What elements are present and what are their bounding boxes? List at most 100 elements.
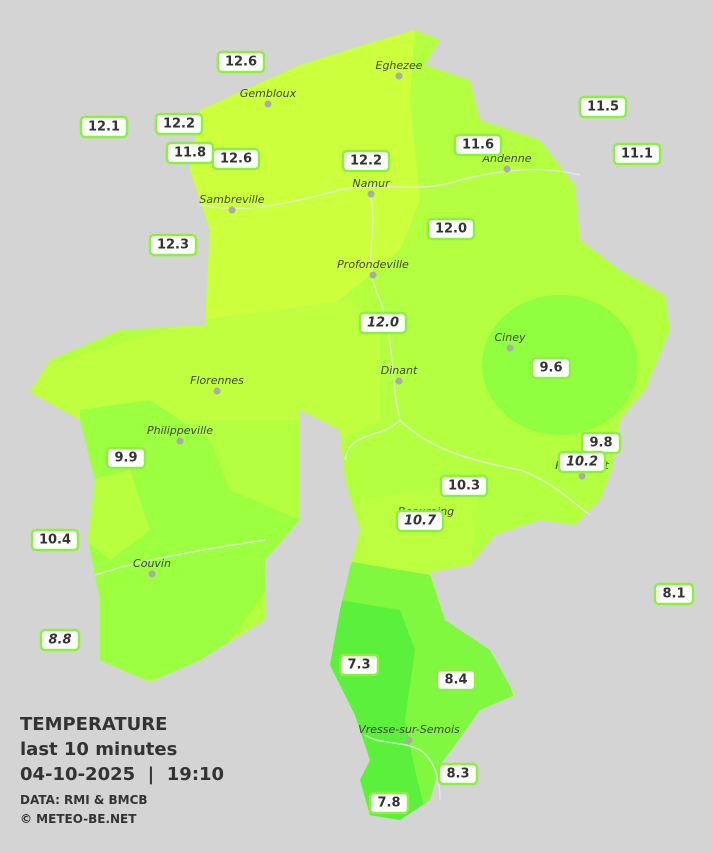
station-box — [148, 233, 198, 257]
city-dot — [506, 344, 514, 352]
rivers — [94, 168, 591, 801]
city-dot — [503, 165, 511, 173]
station-value: 12.3 — [157, 238, 189, 253]
station-box — [426, 217, 476, 241]
city-dot — [578, 472, 586, 480]
station-value: 10.7 — [404, 514, 437, 529]
station-value: 12.6 — [225, 55, 257, 70]
station-box — [439, 474, 489, 498]
station-value: 8.8 — [48, 633, 71, 648]
station-value: 12.6 — [220, 152, 252, 167]
station: 8.3 — [437, 762, 479, 786]
temp-zone — [180, 30, 420, 335]
legend-subtitle: last 10 minutes — [20, 739, 177, 760]
station-box — [105, 446, 147, 470]
station: 12.0 — [358, 311, 408, 335]
station-box — [39, 628, 81, 652]
city-dot — [176, 437, 184, 445]
station-value: 10.2 — [566, 455, 598, 470]
station-box — [437, 762, 479, 786]
station-value: 9.9 — [114, 451, 137, 466]
station-value: 12.2 — [163, 117, 195, 132]
legend-credit: © METEO-BE.NET — [20, 812, 137, 826]
river — [94, 539, 266, 576]
station: 12.0 — [426, 217, 476, 241]
river — [364, 734, 441, 801]
city-dot — [228, 206, 236, 214]
station: 7.3 — [338, 653, 380, 677]
station: 8.1 — [653, 582, 695, 606]
legend: TEMPERATURE last 10 minutes 04-10-2025 |… — [20, 714, 224, 826]
station: 10.2 — [557, 450, 607, 474]
station-box — [154, 112, 204, 136]
station-value: 8.4 — [444, 673, 467, 688]
station: 12.3 — [148, 233, 198, 257]
station-box — [358, 311, 408, 335]
temp-zone — [80, 400, 300, 680]
station-box — [79, 115, 129, 139]
station: 7.8 — [368, 791, 410, 815]
station: 11.5 — [578, 95, 628, 119]
station: 10.7 — [395, 509, 445, 533]
station-value: 9.8 — [589, 436, 612, 451]
city-dot — [148, 570, 156, 578]
city-name: Namur — [352, 177, 391, 190]
station: 12.6 — [211, 147, 261, 171]
station-box — [30, 528, 80, 552]
station-box — [368, 791, 410, 815]
station-value: 8.1 — [662, 587, 685, 602]
station-box — [341, 149, 391, 173]
station-value: 9.6 — [539, 361, 562, 376]
station-value: 8.3 — [446, 767, 469, 782]
city-name: Vresse-sur-Semois — [358, 723, 460, 736]
station-value: 7.3 — [347, 658, 370, 673]
station: 9.9 — [105, 446, 147, 470]
city-name: Florennes — [190, 374, 244, 387]
station: 9.6 — [530, 356, 572, 380]
temp-zone — [30, 300, 380, 440]
city-dot — [213, 387, 221, 395]
station: 11.8 — [165, 141, 215, 165]
station: 10.4 — [30, 528, 80, 552]
station: 11.6 — [453, 133, 503, 157]
station: 12.1 — [79, 115, 129, 139]
station: 11.1 — [612, 142, 662, 166]
city-dot — [367, 190, 375, 198]
station: 10.3 — [439, 474, 489, 498]
station-box — [211, 147, 261, 171]
station-value: 10.4 — [39, 533, 71, 548]
station-box — [395, 509, 445, 533]
station: 9.8 — [580, 431, 622, 455]
city-dot — [395, 377, 403, 385]
station: 8.8 — [39, 628, 81, 652]
station-value: 11.5 — [587, 100, 619, 115]
station-value: 11.8 — [174, 146, 206, 161]
station-box — [338, 653, 380, 677]
station-box — [612, 142, 662, 166]
station-box — [453, 133, 503, 157]
station: 8.4 — [435, 668, 477, 692]
temp-zone — [85, 470, 150, 560]
city-name: Profondeville — [337, 258, 409, 271]
city-dot — [264, 100, 272, 108]
legend-title: TEMPERATURE — [20, 714, 167, 735]
city-name: Eghezee — [376, 59, 423, 72]
station-box — [216, 50, 266, 74]
station-value: 10.3 — [448, 479, 480, 494]
city-name: Ciney — [495, 331, 526, 344]
city-name: Gembloux — [240, 87, 297, 100]
station: 12.6 — [216, 50, 266, 74]
station: 12.2 — [154, 112, 204, 136]
station-value: 12.0 — [367, 316, 399, 331]
legend-credit: DATA: RMI & BMCB — [20, 793, 148, 807]
legend-datetime: 04-10-2025 | 19:10 — [20, 764, 224, 785]
river — [344, 194, 401, 461]
station-box — [530, 356, 572, 380]
city-name: Sambreville — [199, 193, 264, 206]
station-value: 11.1 — [621, 147, 653, 162]
city-name: Philippeville — [147, 424, 213, 437]
station: 12.2 — [341, 149, 391, 173]
city-dot — [395, 72, 403, 80]
city-dot — [405, 736, 413, 744]
